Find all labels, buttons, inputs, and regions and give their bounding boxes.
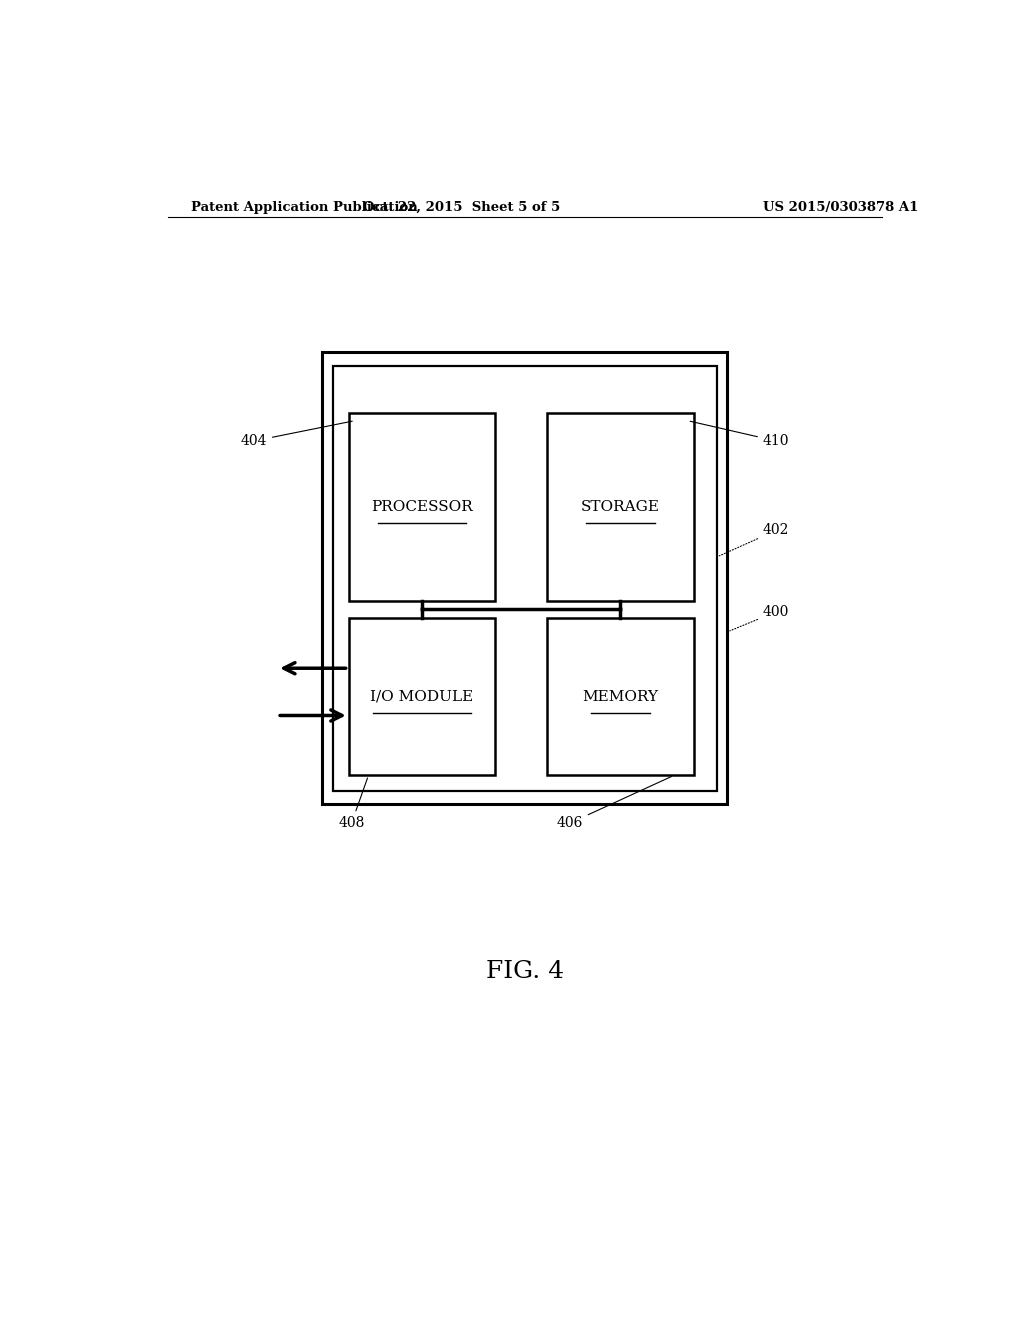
Text: US 2015/0303878 A1: US 2015/0303878 A1 bbox=[763, 201, 919, 214]
Text: STORAGE: STORAGE bbox=[581, 499, 659, 513]
Text: FIG. 4: FIG. 4 bbox=[485, 960, 564, 983]
Text: 404: 404 bbox=[241, 421, 352, 447]
Bar bbox=[333, 366, 717, 791]
Bar bbox=[547, 413, 694, 601]
Bar bbox=[348, 618, 496, 775]
Text: Patent Application Publication: Patent Application Publication bbox=[191, 201, 418, 214]
Text: 402: 402 bbox=[720, 524, 790, 556]
Text: 400: 400 bbox=[730, 605, 790, 631]
Text: 410: 410 bbox=[690, 421, 790, 447]
Text: 406: 406 bbox=[557, 776, 672, 830]
Bar bbox=[348, 413, 496, 601]
Text: Oct. 22, 2015  Sheet 5 of 5: Oct. 22, 2015 Sheet 5 of 5 bbox=[362, 201, 560, 214]
Bar bbox=[323, 351, 727, 804]
Text: I/O MODULE: I/O MODULE bbox=[371, 689, 474, 704]
Bar bbox=[547, 618, 694, 775]
Text: 408: 408 bbox=[338, 777, 368, 830]
Text: MEMORY: MEMORY bbox=[583, 689, 658, 704]
Text: PROCESSOR: PROCESSOR bbox=[371, 499, 473, 513]
